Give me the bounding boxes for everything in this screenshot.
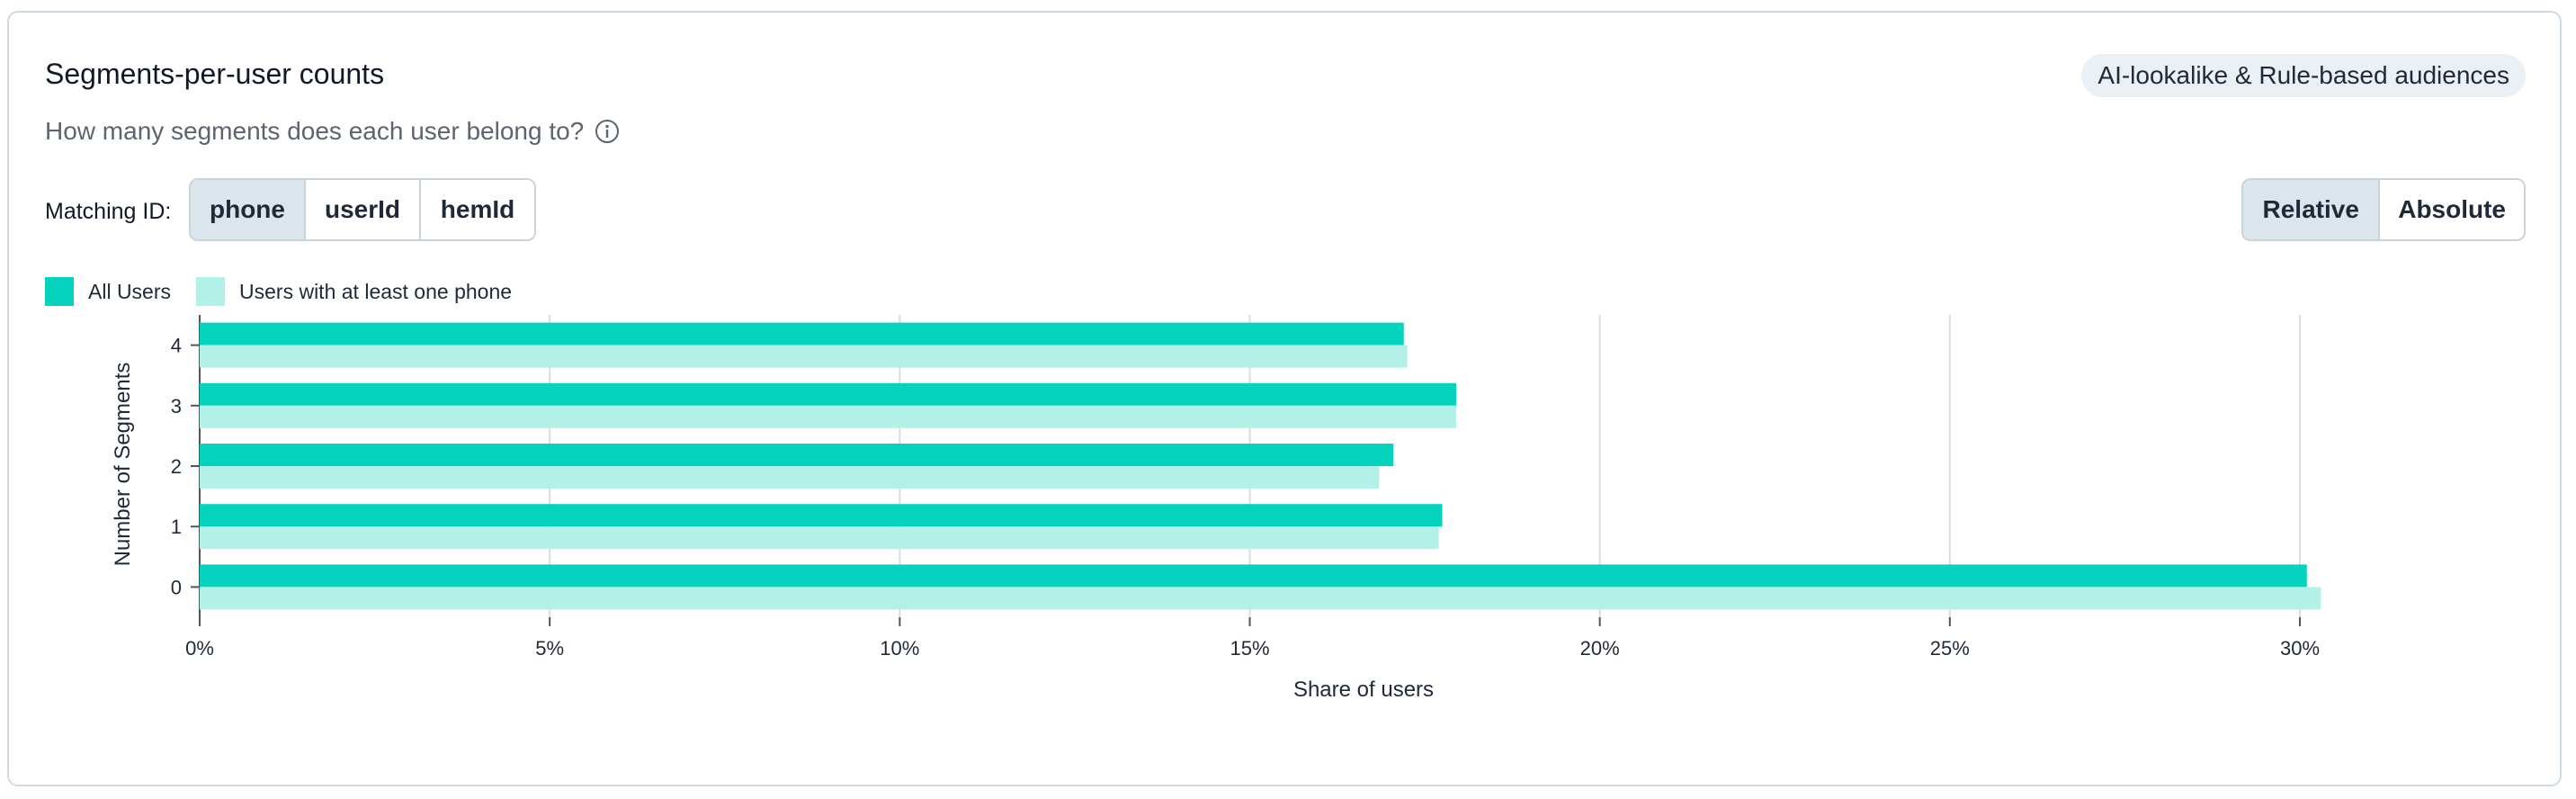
matching-id-option-hemid[interactable]: hemId xyxy=(421,180,534,239)
x-tick-label: 0% xyxy=(185,637,214,660)
x-tick-label: 5% xyxy=(535,637,564,660)
x-tick-label: 30% xyxy=(2280,637,2320,660)
x-axis-title: Share of users xyxy=(1293,678,1434,702)
chart-legend: All Users Users with at least one phone xyxy=(45,277,537,306)
subtitle-text: How many segments does each user belong … xyxy=(45,117,585,145)
card-title: Segments-per-user counts xyxy=(45,58,385,90)
legend-item-with-phone[interactable]: Users with at least one phone xyxy=(196,277,512,306)
card-subtitle: How many segments does each user belong … xyxy=(45,117,620,146)
matching-id-toggle: phone userId hemId xyxy=(189,178,536,241)
matching-id-label: Matching ID: xyxy=(45,199,172,224)
legend-swatch-all-users xyxy=(45,277,74,306)
bar-with-phone xyxy=(200,345,1408,368)
bar-all-users xyxy=(200,322,1404,346)
bar-with-phone xyxy=(200,466,1380,489)
y-axis-title: Number of Segments xyxy=(111,363,135,567)
scale-mode-toggle: Relative Absolute xyxy=(2241,178,2526,241)
mode-option-relative[interactable]: Relative xyxy=(2243,180,2381,239)
bar-with-phone xyxy=(200,526,1439,550)
y-tick-label: 0 xyxy=(171,576,182,598)
bar-all-users xyxy=(200,504,1443,527)
matching-id-option-phone[interactable]: phone xyxy=(191,180,306,239)
legend-swatch-with-phone xyxy=(196,277,226,306)
y-tick-label: 1 xyxy=(171,516,182,538)
x-tick-label: 20% xyxy=(1580,637,1620,660)
audience-type-badge: AI-lookalike & Rule-based audiences xyxy=(2081,54,2526,97)
bar-with-phone xyxy=(200,587,2321,610)
bar-all-users xyxy=(200,382,1457,406)
bar-with-phone xyxy=(200,405,1457,428)
x-tick-label: 25% xyxy=(1930,637,1970,660)
bar-all-users xyxy=(200,564,2307,588)
bar-all-users xyxy=(200,444,1394,466)
y-tick-label: 3 xyxy=(171,395,182,417)
mode-option-absolute[interactable]: Absolute xyxy=(2380,180,2524,239)
x-tick-label: 10% xyxy=(880,637,919,660)
chart-card: Segments-per-user counts AI-lookalike & … xyxy=(7,11,2562,786)
legend-label-all-users: All Users xyxy=(88,279,172,303)
legend-label-with-phone: Users with at least one phone xyxy=(239,279,513,303)
legend-item-all-users[interactable]: All Users xyxy=(45,277,171,306)
y-tick-label: 2 xyxy=(171,455,182,478)
x-tick-label: 15% xyxy=(1230,637,1269,660)
matching-id-option-userid[interactable]: userId xyxy=(306,180,421,239)
y-tick-label: 4 xyxy=(171,335,182,357)
bar-chart: 0% 5% 10% 15% 20% 25% 30% 4 3 2 1 0 Share of users Nu… xyxy=(111,315,2321,702)
info-icon[interactable] xyxy=(595,119,620,144)
